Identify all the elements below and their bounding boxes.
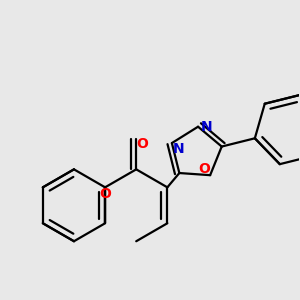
Text: N: N xyxy=(173,142,184,156)
Text: O: O xyxy=(99,187,111,200)
Text: O: O xyxy=(136,136,148,151)
Text: O: O xyxy=(198,162,210,176)
Text: N: N xyxy=(200,120,212,134)
